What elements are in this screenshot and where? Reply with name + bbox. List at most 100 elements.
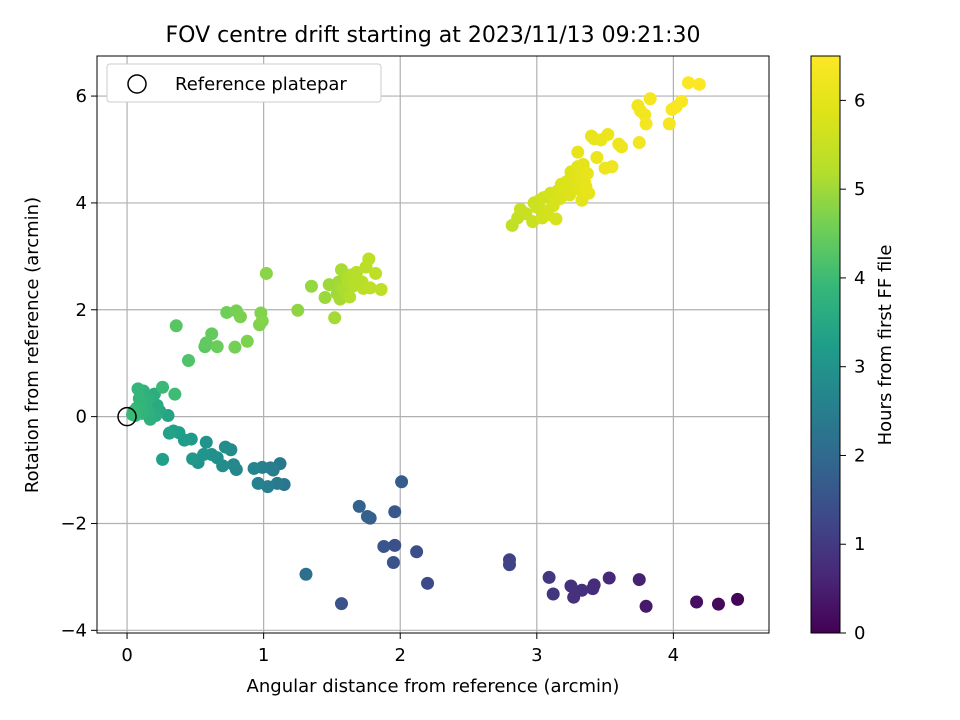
data-point [690,595,704,609]
data-point [186,452,200,466]
data-point [247,461,261,475]
data-point [386,555,400,569]
x-tick-label: 3 [531,645,542,666]
plot-frame [96,55,770,634]
data-point [542,570,556,584]
y-tick-label: −4 [60,620,87,641]
colorbar-tick-label: 6 [854,90,865,111]
chart-title: FOV centre drift starting at 2023/11/13 … [166,23,701,48]
data-point [632,573,646,587]
data-point [681,76,695,90]
data-point [299,567,313,581]
data-point [291,303,305,317]
data-point [227,458,241,472]
data-point [662,117,676,131]
data-point [632,136,646,150]
data-point [255,314,269,328]
colorbar-ticks: 0 1 2 3 4 5 6 [840,90,865,644]
colorbar-tick-label: 0 [854,623,865,644]
data-point [205,327,219,341]
legend-reference-marker [127,74,147,94]
data-point [567,590,581,604]
y-tick-label: 2 [76,300,87,321]
data-point [388,505,402,519]
data-point [410,545,424,559]
y-tick-label: 0 [76,407,87,428]
data-point [502,558,516,572]
data-point [388,538,402,552]
data-point [711,597,725,611]
colorbar-label: Hours from first FF file [875,245,896,446]
data-point [131,382,145,396]
x-tick-label: 1 [258,645,269,666]
data-point [374,282,388,296]
data-point [233,310,247,324]
data-point [377,539,391,553]
data-point [395,475,409,489]
data-point [643,92,657,106]
legend-box [106,63,382,103]
y-tick-label: 6 [76,86,87,107]
data-point [352,499,366,513]
data-point [590,151,604,165]
y-axis-ticks: −4 −2 0 2 4 6 [60,86,97,641]
data-point [614,140,628,154]
data-point [218,440,232,454]
x-tick-label: 4 [668,645,679,666]
data-point [675,94,689,108]
data-point [731,592,745,606]
data-point [168,387,182,401]
data-point [582,186,596,200]
x-tick-label: 2 [394,645,405,666]
colorbar-tick-label: 1 [854,534,865,555]
legend: Reference platepar [106,63,382,103]
data-point [692,77,706,91]
colorbar-tick-label: 3 [854,357,865,378]
data-point [199,435,213,449]
data-point [251,476,265,490]
data-point [240,334,254,348]
data-point [360,510,374,524]
data-point [318,290,332,304]
x-tick-label: 0 [121,645,132,666]
data-point [304,279,318,293]
data-point [369,266,383,280]
colorbar-tick-label: 4 [854,268,865,289]
data-point [156,380,170,394]
reference-point-marker [117,406,137,427]
data-point [601,128,615,142]
data-point [343,290,357,304]
data-point [546,587,560,601]
data-point [421,576,435,590]
data-point [259,266,273,280]
colorbar [810,55,841,634]
legend-label-reference-platepar: Reference platepar [175,74,347,95]
data-points [126,76,745,613]
data-point [580,167,594,181]
y-axis-label: Rotation from reference (arcmin) [22,197,43,493]
colorbar-tick-label: 2 [854,445,865,466]
data-point [564,579,578,593]
data-point [182,354,196,368]
plot-area [97,56,769,633]
data-point [228,340,242,354]
data-point [602,571,616,585]
data-point [210,340,224,354]
data-point [220,305,234,319]
data-point [639,599,653,613]
x-axis-ticks: 0 1 2 3 4 [121,633,679,666]
data-point [162,426,176,440]
data-point [350,265,364,279]
data-point [169,319,183,333]
data-point [586,582,600,596]
data-point [363,281,377,295]
colorbar-tick-label: 5 [854,179,865,200]
x-axis-label: Angular distance from reference (arcmin) [247,676,620,697]
data-point [639,117,653,131]
data-point [334,597,348,611]
y-tick-label: −2 [60,513,87,534]
data-point [605,160,619,174]
data-point [362,252,376,266]
data-point [549,212,563,226]
